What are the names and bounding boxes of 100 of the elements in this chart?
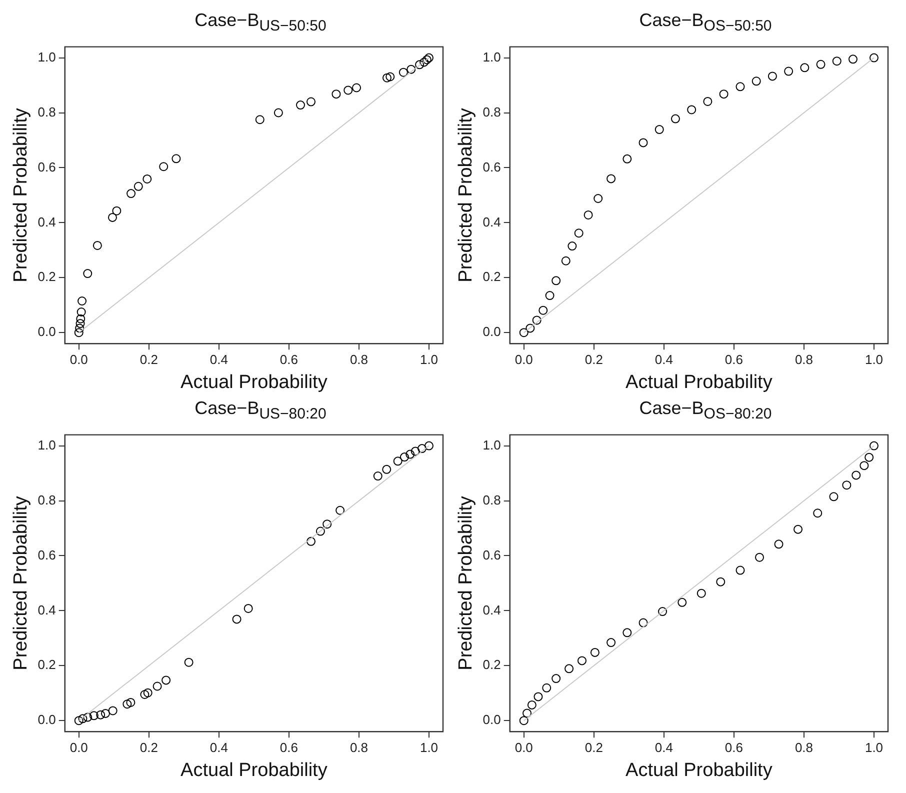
- y-tick-label: 0.8: [482, 492, 501, 508]
- point: [306, 536, 316, 546]
- point: [152, 682, 162, 691]
- x-tick-label: 0.6: [280, 740, 298, 755]
- y-tick-label: 0.8: [38, 492, 56, 508]
- x-tick-label: 0.4: [210, 352, 228, 367]
- point: [255, 115, 264, 124]
- point: [532, 316, 542, 325]
- point: [696, 588, 706, 598]
- y-axis-title: Predicted Probability: [456, 108, 477, 282]
- point: [76, 319, 85, 328]
- y-tick-label: 0.6: [38, 547, 56, 562]
- x-axis-title: Actual Probability: [626, 372, 773, 393]
- y-tick-label: 0.8: [38, 104, 56, 120]
- point: [678, 598, 687, 607]
- x-tick-label: 0.8: [794, 352, 814, 367]
- chart-title: Case−B$_{US−50:50}$: [194, 9, 326, 36]
- point: [594, 194, 603, 203]
- point: [784, 66, 794, 76]
- x-tick-label: 0.8: [350, 740, 368, 755]
- point: [552, 674, 561, 684]
- point: [832, 56, 842, 66]
- point: [670, 114, 680, 124]
- point: [564, 664, 574, 674]
- point: [842, 480, 852, 490]
- point: [316, 526, 325, 536]
- point: [92, 240, 102, 250]
- point: [336, 506, 345, 515]
- point: [74, 716, 84, 726]
- x-axis-title: Actual Probability: [180, 760, 328, 781]
- point: [112, 206, 122, 216]
- point: [244, 604, 253, 613]
- point: [126, 698, 136, 707]
- point: [274, 108, 283, 118]
- point: [774, 540, 784, 549]
- point: [75, 324, 84, 333]
- point: [373, 472, 382, 481]
- point: [76, 307, 86, 316]
- chart-title: Case−B$_{OS−80:20}$: [638, 397, 772, 424]
- point: [658, 607, 668, 616]
- point: [736, 566, 745, 575]
- y-tick-label: 0.2: [38, 657, 56, 672]
- point: [406, 64, 416, 74]
- point: [755, 552, 764, 562]
- point: [332, 90, 341, 99]
- point: [527, 700, 536, 710]
- y-tick-label: 0.0: [38, 712, 56, 728]
- point: [568, 242, 577, 251]
- point: [410, 446, 420, 456]
- point: [590, 648, 600, 657]
- point: [424, 441, 434, 450]
- y-tick-label: 1.0: [482, 49, 501, 64]
- chart-title: Case−B$_{US−80:20}$: [194, 397, 326, 424]
- point: [768, 72, 777, 81]
- x-tick-label: 0.4: [654, 740, 673, 755]
- point: [816, 60, 826, 69]
- x-tick-label: 0.8: [794, 740, 814, 755]
- point: [869, 441, 878, 450]
- x-tick-label: 0.4: [210, 740, 228, 755]
- x-axis-title: Actual Probability: [626, 760, 773, 781]
- x-axis-title: Actual Probability: [180, 372, 328, 393]
- x-tick-label: 1.0: [864, 740, 884, 755]
- x-tick-label: 0.0: [70, 352, 88, 367]
- x-tick-label: 0.6: [724, 352, 743, 367]
- y-tick-label: 1.0: [38, 437, 56, 452]
- y-tick-label: 0.4: [482, 602, 501, 618]
- x-tick-label: 0.2: [140, 740, 158, 755]
- y-tick-label: 0.0: [38, 324, 56, 340]
- point: [134, 182, 143, 191]
- point: [352, 83, 362, 92]
- chart-title: Case−B$_{OS−50:50}$: [638, 9, 772, 36]
- y-tick-label: 0.4: [38, 602, 56, 618]
- y-tick-label: 0.8: [482, 104, 501, 120]
- point: [519, 328, 528, 338]
- point: [162, 676, 171, 685]
- point: [716, 577, 726, 586]
- x-tick-label: 0.6: [724, 740, 743, 755]
- point: [860, 461, 869, 470]
- point: [622, 154, 632, 164]
- point: [126, 189, 136, 198]
- point: [306, 97, 316, 106]
- point: [406, 450, 415, 459]
- point: [78, 714, 88, 724]
- y-axis-title: Predicted Probability: [10, 108, 32, 282]
- point: [417, 444, 426, 454]
- y-tick-label: 0.6: [482, 159, 501, 174]
- point: [574, 228, 584, 238]
- x-tick-label: 0.0: [514, 740, 533, 755]
- point: [813, 508, 822, 518]
- y-tick-label: 0.2: [482, 657, 501, 672]
- point: [545, 291, 554, 300]
- point: [422, 55, 432, 64]
- point: [703, 96, 712, 106]
- y-tick-label: 0.6: [38, 159, 56, 174]
- point: [78, 296, 87, 306]
- point: [622, 628, 632, 638]
- point: [322, 520, 332, 529]
- point: [424, 53, 434, 62]
- point: [83, 269, 92, 278]
- x-tick-label: 1.0: [420, 740, 438, 755]
